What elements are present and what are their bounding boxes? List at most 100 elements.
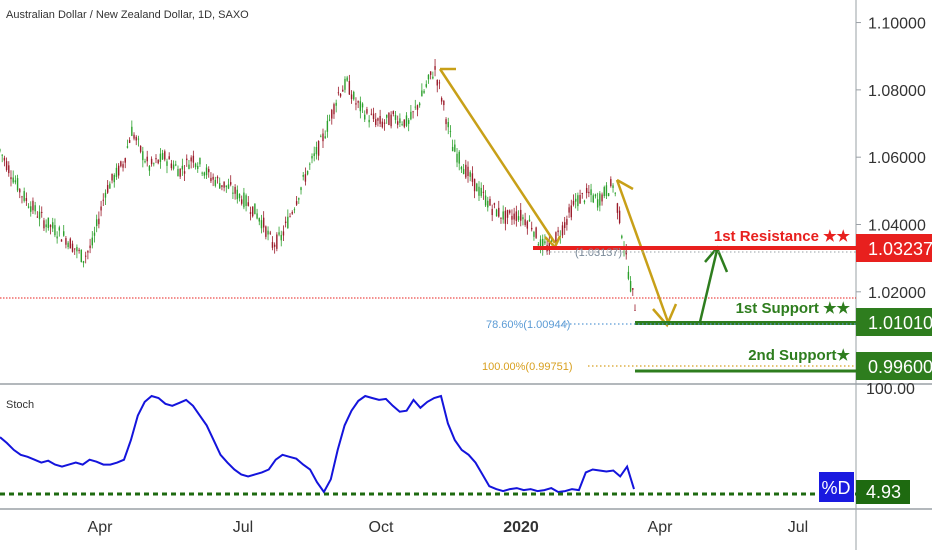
candle-body	[181, 165, 184, 170]
candle-body	[177, 168, 179, 177]
candle-body	[304, 174, 307, 182]
candle-body	[563, 222, 566, 229]
candle-body	[146, 156, 148, 162]
candle-body	[390, 114, 392, 127]
candle-body	[122, 164, 124, 168]
candle-body	[201, 172, 203, 174]
stoch-tick-label: 100.00	[866, 381, 915, 398]
candle-body	[12, 177, 14, 183]
candle-body	[82, 261, 85, 263]
candle-body	[322, 133, 324, 142]
candle-body	[555, 232, 557, 244]
candle-body	[111, 173, 113, 181]
candle-body	[509, 210, 511, 213]
candle-body	[489, 198, 491, 206]
candle-body	[280, 234, 282, 241]
candle-body	[451, 146, 454, 152]
candle-body	[429, 71, 432, 75]
candle-body	[423, 90, 425, 93]
candle-body	[346, 77, 348, 81]
candle-body	[491, 208, 493, 216]
candle-body	[170, 163, 173, 169]
candle-body	[348, 81, 351, 95]
candle-body	[331, 109, 333, 119]
candle-body	[60, 239, 63, 242]
candle-body	[271, 242, 274, 248]
candle-body	[458, 151, 460, 164]
candle-body	[487, 200, 489, 208]
candle-body	[282, 231, 285, 236]
candle-body	[117, 165, 120, 176]
candle-body	[344, 78, 346, 90]
candle-body	[172, 164, 175, 169]
candle-body	[34, 205, 36, 212]
candle-body	[300, 187, 302, 191]
candle-body	[317, 140, 320, 156]
candle-body	[251, 206, 254, 217]
candle-body	[416, 105, 419, 110]
candle-body	[561, 225, 564, 236]
candle-body	[383, 122, 386, 124]
candle-body	[610, 179, 612, 187]
candle-body	[537, 244, 540, 246]
price-tag	[856, 234, 932, 262]
candle-body	[56, 236, 58, 239]
candle-body	[557, 230, 559, 233]
candle-body	[601, 194, 603, 202]
candle-body	[498, 207, 500, 217]
candle-body	[629, 281, 632, 292]
candle-body	[188, 164, 190, 169]
candle-body	[313, 153, 315, 157]
trend-line-1	[438, 68, 557, 244]
candle-body	[544, 241, 546, 244]
candle-body	[583, 200, 586, 203]
candle-body	[495, 209, 498, 217]
candle-body	[418, 103, 421, 106]
candle-body	[260, 220, 263, 229]
candle-body	[223, 181, 225, 188]
candle-body	[74, 248, 76, 250]
candle-body	[87, 250, 89, 253]
candle-body	[102, 199, 104, 201]
candle-body	[436, 79, 438, 86]
x-tick-label: Oct	[369, 519, 394, 536]
candle-body	[449, 131, 452, 132]
candle-body	[144, 161, 146, 163]
candle-body	[370, 113, 373, 115]
candle-body	[203, 172, 206, 176]
candle-body	[212, 176, 214, 180]
candle-body	[221, 185, 223, 187]
candle-body	[164, 151, 166, 160]
candle-body	[506, 209, 509, 218]
candle-body	[19, 189, 21, 193]
candle-body	[150, 158, 153, 165]
candle-body	[353, 91, 355, 100]
y-tick-label: 1.04000	[868, 217, 926, 234]
candle-body	[225, 185, 228, 188]
candle-body	[375, 119, 377, 125]
candle-body	[234, 186, 236, 194]
candle-body	[183, 171, 186, 174]
candle-body	[16, 178, 19, 191]
candle-body	[394, 114, 397, 120]
candle-body	[520, 209, 522, 221]
candle-body	[386, 114, 388, 118]
candle-body	[236, 189, 239, 200]
candle-body	[359, 101, 362, 112]
candle-body	[93, 232, 96, 236]
candle-body	[179, 168, 181, 177]
candle-body	[533, 231, 535, 237]
candle-body	[115, 167, 118, 177]
candle-body	[100, 206, 102, 211]
y-tick-label: 1.10000	[868, 16, 926, 33]
candle-body	[287, 216, 289, 229]
candle-body	[478, 186, 480, 196]
candle-body	[460, 167, 463, 170]
candle-body	[480, 187, 482, 196]
candle-body	[585, 187, 588, 194]
candle-body	[625, 250, 627, 255]
candle-body	[392, 111, 395, 115]
candle-body	[339, 93, 342, 97]
candle-body	[227, 184, 230, 189]
candle-body	[142, 151, 144, 161]
